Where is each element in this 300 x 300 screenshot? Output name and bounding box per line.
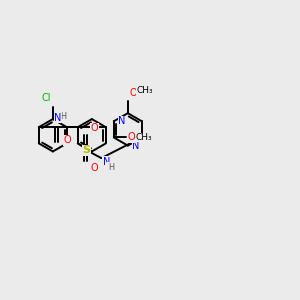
Text: N: N <box>103 157 110 166</box>
Text: O: O <box>127 133 135 142</box>
Text: H: H <box>108 163 114 172</box>
Text: Cl: Cl <box>42 93 51 103</box>
Text: O: O <box>90 163 98 172</box>
Text: O: O <box>129 88 137 98</box>
Text: CH₃: CH₃ <box>136 86 153 95</box>
Text: H: H <box>60 112 66 121</box>
Text: CH₃: CH₃ <box>136 133 152 142</box>
Text: O: O <box>90 123 98 133</box>
Text: S: S <box>82 145 91 155</box>
Text: N: N <box>118 116 126 126</box>
Text: N: N <box>132 141 140 151</box>
Text: N: N <box>54 113 61 123</box>
Text: O: O <box>63 135 71 146</box>
